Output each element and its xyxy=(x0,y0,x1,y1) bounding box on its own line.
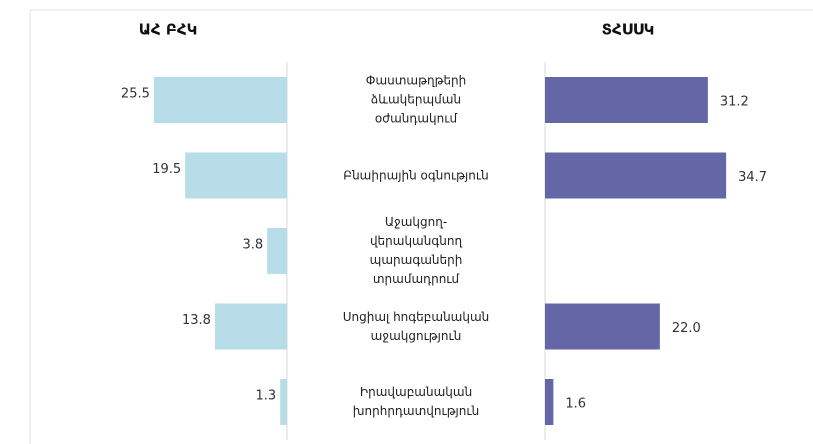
panel-title: ԱՀ ԲՀԿ xyxy=(139,21,198,39)
value-label: 34.7 xyxy=(738,170,767,185)
category-label: Սոցիալ հոգեբանական աջակցություն xyxy=(342,309,490,343)
value-label: 19.5 xyxy=(152,162,181,177)
value-label: 25.5 xyxy=(121,87,150,102)
bar xyxy=(545,77,708,123)
bar xyxy=(545,152,727,199)
bar xyxy=(267,228,287,274)
category-label: Իրավաբանական խորհրդատվություն xyxy=(352,385,480,418)
bar xyxy=(153,77,287,123)
category-label: Փաստաթղթերի ձևակերպման օժանդակում xyxy=(365,73,467,126)
value-label: 31.2 xyxy=(720,95,749,110)
value-label: 1.6 xyxy=(565,397,586,412)
category-label: Բնաիրային օգնություն xyxy=(343,168,489,182)
panel-title: ՏՀՍՍԿ xyxy=(602,21,655,39)
bar xyxy=(214,303,287,350)
bar xyxy=(185,152,287,199)
category-label: Աջակցող-վերականգնող պարագաների տրամադրու… xyxy=(369,215,463,286)
bar xyxy=(545,379,554,425)
value-label: 3.8 xyxy=(242,238,263,253)
value-label: 1.3 xyxy=(256,389,277,404)
bar xyxy=(280,379,287,425)
value-label: 13.8 xyxy=(182,313,211,328)
value-label: 22.0 xyxy=(672,321,701,336)
bar xyxy=(545,303,660,350)
